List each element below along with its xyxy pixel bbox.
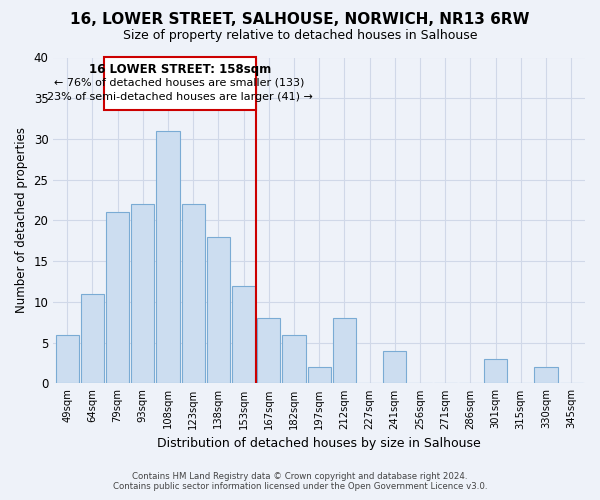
FancyBboxPatch shape bbox=[104, 58, 256, 110]
Text: 23% of semi-detached houses are larger (41) →: 23% of semi-detached houses are larger (… bbox=[47, 92, 313, 102]
Bar bbox=[383, 351, 406, 384]
Bar bbox=[81, 294, 104, 384]
Bar bbox=[283, 334, 305, 384]
Text: Size of property relative to detached houses in Salhouse: Size of property relative to detached ho… bbox=[123, 29, 477, 42]
Bar bbox=[131, 204, 154, 384]
Bar bbox=[56, 334, 79, 384]
Bar bbox=[308, 367, 331, 384]
Bar bbox=[535, 367, 557, 384]
Bar bbox=[232, 286, 255, 384]
Text: Contains HM Land Registry data © Crown copyright and database right 2024.
Contai: Contains HM Land Registry data © Crown c… bbox=[113, 472, 487, 491]
Y-axis label: Number of detached properties: Number of detached properties bbox=[15, 128, 28, 314]
X-axis label: Distribution of detached houses by size in Salhouse: Distribution of detached houses by size … bbox=[157, 437, 481, 450]
Bar bbox=[182, 204, 205, 384]
Bar bbox=[157, 131, 179, 384]
Bar bbox=[257, 318, 280, 384]
Bar bbox=[207, 237, 230, 384]
Text: ← 76% of detached houses are smaller (133): ← 76% of detached houses are smaller (13… bbox=[55, 78, 305, 88]
Bar bbox=[106, 212, 129, 384]
Bar bbox=[333, 318, 356, 384]
Text: 16 LOWER STREET: 158sqm: 16 LOWER STREET: 158sqm bbox=[89, 63, 271, 76]
Bar bbox=[484, 359, 507, 384]
Text: 16, LOWER STREET, SALHOUSE, NORWICH, NR13 6RW: 16, LOWER STREET, SALHOUSE, NORWICH, NR1… bbox=[70, 12, 530, 28]
